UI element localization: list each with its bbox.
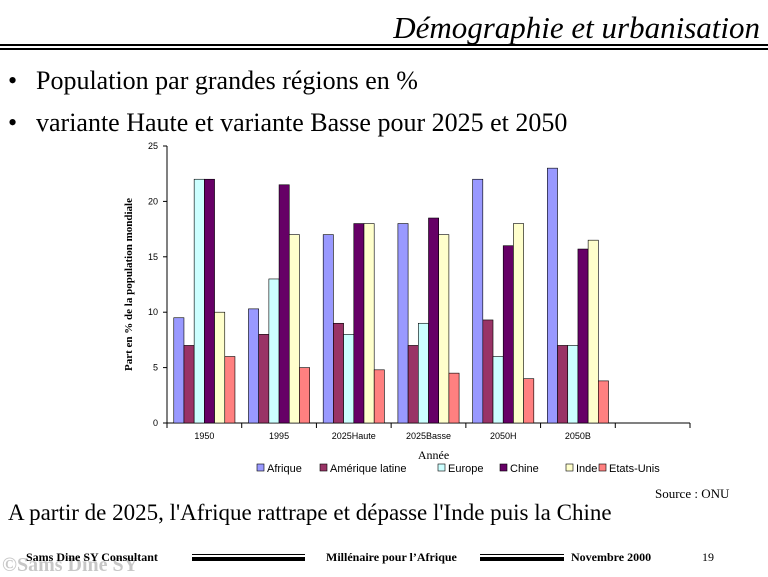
bar [492, 356, 504, 424]
bullet-text: Population par grandes régions en % [36, 66, 418, 95]
y-tick-label: 10 [148, 307, 158, 317]
y-tick-label: 0 [153, 418, 158, 428]
bar [288, 234, 300, 424]
legend-label: Amérique latine [330, 463, 406, 475]
bar [407, 345, 419, 424]
bar [322, 234, 334, 424]
y-tick-label: 5 [153, 363, 158, 373]
bar [428, 217, 439, 424]
bar [417, 322, 429, 424]
x-tick-label: 2025Basse [406, 431, 451, 441]
bar [278, 184, 290, 424]
bullet-text: variante Haute et variante Basse pour 20… [36, 108, 568, 137]
legend-label: Etats-Unis [609, 463, 660, 475]
legend-label: Afrique [267, 463, 302, 475]
page-number: 19 [702, 550, 714, 564]
bar [224, 356, 236, 424]
bar [397, 223, 409, 424]
legend-swatch [499, 463, 508, 472]
bar [502, 245, 514, 424]
bar [343, 334, 355, 424]
copyright-watermark: ©Sams Dine SY [2, 554, 139, 576]
bar [567, 345, 579, 424]
legend-swatch [598, 463, 607, 472]
conclusion-text: A partir de 2025, l'Afrique rattrape et … [8, 500, 612, 525]
legend-label: Inde [576, 463, 597, 475]
bar [587, 239, 599, 424]
bar [204, 178, 215, 424]
legend-swatch [256, 463, 265, 472]
bullet-item: • Population par grandes régions en % [8, 66, 418, 95]
bar [373, 369, 385, 424]
legend-swatch [319, 463, 328, 472]
bar [268, 278, 280, 424]
bar [363, 223, 375, 424]
bullet-item: • variante Haute et variante Basse pour 2… [8, 108, 568, 137]
slide-title: Démographie et urbanisation [393, 10, 760, 45]
bar [472, 178, 484, 424]
footer-divider [192, 554, 305, 561]
bar [183, 345, 195, 424]
bar [258, 334, 270, 424]
bar-chart: 0 5 10 15 20 25 1950 1995 2025Haute 2025Basse 2050… [123, 141, 691, 475]
y-tick-label: 25 [148, 141, 158, 151]
x-tick-label: 2050H [490, 431, 517, 441]
title-rule-lower [0, 48, 768, 50]
footer-center: Millénaire pour l’Afrique [326, 550, 457, 564]
bar [513, 223, 524, 424]
bar [598, 380, 609, 424]
x-tick-label: 1950 [194, 431, 214, 441]
bar [193, 178, 205, 424]
bar [482, 319, 494, 424]
footer-author: Sams Dine SY Consultant [26, 550, 158, 564]
footer-date: Novembre 2000 [571, 550, 652, 564]
legend-swatch [437, 463, 446, 472]
legend-label: Europe [448, 463, 483, 475]
x-tick-label: 1995 [269, 431, 289, 441]
y-tick-label: 20 [148, 196, 158, 206]
bar [299, 367, 310, 424]
bar [353, 223, 365, 424]
bar [577, 248, 589, 424]
x-tick-label: 2050B [565, 431, 591, 441]
bar [173, 317, 185, 424]
x-tick-label: 2025Haute [332, 431, 376, 441]
bar [557, 345, 569, 424]
footer-divider [480, 554, 564, 561]
legend-swatch [565, 463, 574, 472]
bar [214, 311, 226, 424]
legend-label: Chine [510, 463, 539, 475]
bar [248, 308, 259, 424]
title-rule-upper [0, 44, 768, 46]
y-axis-title: Part en % de la population mondiale [123, 198, 135, 371]
y-tick-label: 15 [148, 252, 158, 262]
bar [333, 322, 344, 424]
chart-source: Source : ONU [655, 486, 730, 501]
x-axis-title: Année [418, 448, 449, 462]
bar [448, 372, 460, 424]
bar [438, 234, 450, 424]
bar [547, 167, 558, 424]
bar [523, 378, 535, 424]
